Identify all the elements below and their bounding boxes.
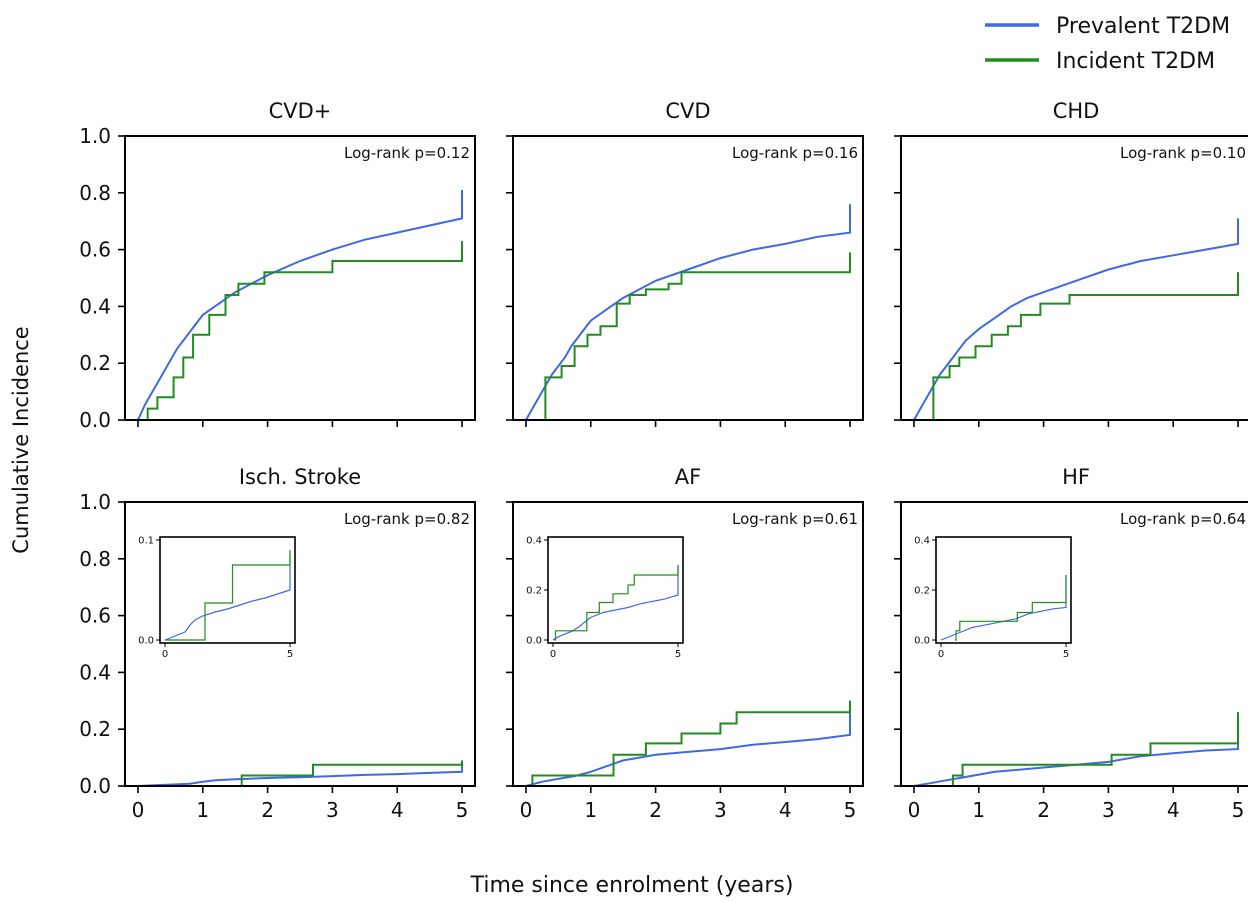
logrank-annotation: Log-rank p=0.12 <box>344 144 470 162</box>
series-line-incident <box>949 712 1239 787</box>
x-tick-label: 1 <box>196 798 209 822</box>
y-tick-label: 0.0 <box>79 408 111 432</box>
inset-series-line-incident <box>165 550 291 641</box>
series-line-incident <box>542 252 851 421</box>
inset-x-tick-label: 5 <box>287 649 293 660</box>
inset-series-line-incident <box>954 575 1067 641</box>
inset-background <box>160 537 295 643</box>
panel-1: CVD+ Log-rank p=0.12 0.0 0.2 0.4 0.6 0.8 1.0 <box>79 99 476 432</box>
axes-frame <box>900 501 1248 787</box>
x-tick-label: 5 <box>1232 798 1245 822</box>
axes-frame <box>900 135 1248 421</box>
inset-y-tick-label: 0.0 <box>138 636 154 647</box>
inset-background <box>548 537 683 643</box>
inset-plot: 0.0 0.2 0.4 0 5 <box>914 536 1072 660</box>
x-tick-label: 2 <box>261 798 274 822</box>
series-line-prevalent <box>137 190 463 421</box>
x-tick-label: 3 <box>326 798 339 822</box>
logrank-annotation: Log-rank p=0.61 <box>732 510 858 528</box>
logrank-annotation: Log-rank p=0.82 <box>344 510 470 528</box>
series-line-prevalent <box>525 204 851 421</box>
x-tick-label: 3 <box>1102 798 1115 822</box>
x-tick-label: 5 <box>844 798 857 822</box>
panel-title: HF <box>1062 465 1090 489</box>
inset-y-tick-label: 0.4 <box>914 536 930 547</box>
inset-y-tick-label: 0.0 <box>914 636 930 647</box>
series-line-prevalent <box>913 712 1239 787</box>
x-tick-label: 5 <box>456 798 469 822</box>
panel-title: Isch. Stroke <box>239 465 361 489</box>
y-tick-label: 0.2 <box>79 717 111 741</box>
y-tick-label: 0.6 <box>79 238 111 262</box>
y-axis-label: Cumulative Incidence <box>9 326 33 553</box>
x-tick-label: 4 <box>1167 798 1180 822</box>
inset-x-tick-label: 0 <box>550 649 556 660</box>
y-tick-label: 0.6 <box>79 604 111 628</box>
inset-series-line-prevalent <box>164 555 291 641</box>
logrank-annotation: Log-rank p=0.16 <box>732 144 858 162</box>
x-axis-label: Time since enrolment (years) <box>470 873 794 898</box>
panel-title: CVD <box>665 99 710 123</box>
series-line-incident <box>529 700 851 787</box>
y-tick-label: 0.4 <box>79 660 111 684</box>
panel-3: CHD Log-rank p=0.10 <box>894 99 1248 427</box>
panel-title: CVD+ <box>269 99 332 123</box>
y-tick-label: 0.0 <box>79 774 111 798</box>
inset-x-tick-label: 0 <box>162 649 168 660</box>
panel-5: AF Log-rank p=0.61 0 1 2 3 4 5 0.0 0.2 0.4 0 5 <box>506 465 864 822</box>
panels: CVD+Log-rank p=0.120.00.20.40.60.81.0CVD… <box>79 99 1248 822</box>
x-tick-label: 1 <box>972 798 985 822</box>
x-tick-label: 0 <box>520 798 533 822</box>
inset-plot: 0.0 0.2 0.4 0 5 <box>526 536 684 660</box>
x-tick-label: 1 <box>584 798 597 822</box>
inset-frame <box>159 536 296 644</box>
axes-frame <box>512 135 864 421</box>
series-line-incident <box>930 272 1239 421</box>
y-tick-label: 0.4 <box>79 294 111 318</box>
inset-y-tick-label: 0.1 <box>138 536 154 547</box>
inset-y-tick-label: 0.0 <box>526 636 542 647</box>
panel-title: CHD <box>1053 99 1100 123</box>
axes-frame <box>124 501 476 787</box>
panel-2: CVD Log-rank p=0.16 <box>506 99 864 427</box>
x-tick-label: 2 <box>1037 798 1050 822</box>
y-tick-label: 0.2 <box>79 351 111 375</box>
logrank-annotation: Log-rank p=0.10 <box>1120 144 1246 162</box>
legend-label-prevalent: Prevalent T2DM <box>1056 14 1230 39</box>
x-tick-label: 4 <box>779 798 792 822</box>
x-tick-label: 0 <box>908 798 921 822</box>
inset-series-line-prevalent <box>552 565 679 641</box>
inset-y-tick-label: 0.4 <box>526 536 542 547</box>
inset-x-tick-label: 5 <box>1063 649 1069 660</box>
x-tick-label: 0 <box>132 798 145 822</box>
series-line-prevalent <box>525 700 851 787</box>
inset-y-tick-label: 0.2 <box>526 586 542 597</box>
y-tick-label: 0.8 <box>79 181 111 205</box>
axes-frame <box>512 501 864 787</box>
panel-title: AF <box>675 465 701 489</box>
panel-6: HF Log-rank p=0.64 0 1 2 3 4 5 0.0 0.2 0.4 0 5 <box>894 465 1248 822</box>
series-line-prevalent <box>913 218 1239 421</box>
series-line-prevalent <box>137 761 463 787</box>
series-line-incident <box>141 241 463 421</box>
x-tick-label: 4 <box>391 798 404 822</box>
legend-label-incident: Incident T2DM <box>1056 49 1215 74</box>
inset-x-tick-label: 5 <box>675 649 681 660</box>
panel-4: Isch. Stroke Log-rank p=0.82 0 1 2 3 4 5 0.0 0.2 0… <box>79 465 476 822</box>
y-tick-label: 0.8 <box>79 547 111 571</box>
legend: Prevalent T2DM Incident T2DM <box>985 14 1230 74</box>
inset-x-tick-label: 0 <box>938 649 944 660</box>
y-tick-label: 1.0 <box>79 124 111 148</box>
x-tick-label: 3 <box>714 798 727 822</box>
y-tick-label: 1.0 <box>79 490 111 514</box>
logrank-annotation: Log-rank p=0.64 <box>1120 510 1246 528</box>
inset-plot: 0.0 0.1 0 5 <box>138 536 296 660</box>
axes-frame <box>124 135 476 421</box>
inset-series-line-incident <box>554 565 679 641</box>
inset-y-tick-label: 0.2 <box>914 586 930 597</box>
x-tick-label: 2 <box>649 798 662 822</box>
inset-background <box>936 537 1071 643</box>
